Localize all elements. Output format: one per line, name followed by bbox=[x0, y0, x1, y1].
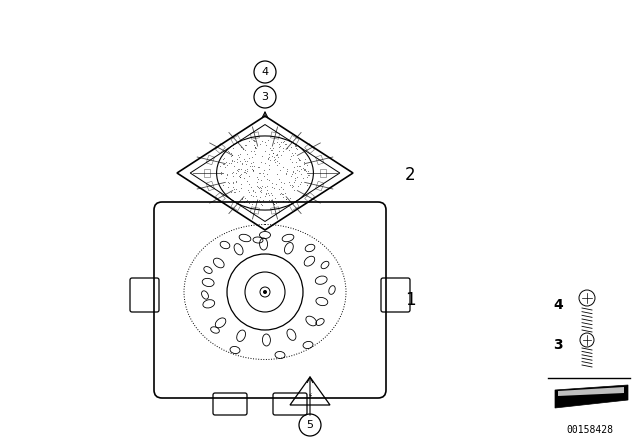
Polygon shape bbox=[555, 385, 628, 408]
Text: 1: 1 bbox=[405, 291, 415, 309]
Text: 3: 3 bbox=[262, 92, 269, 102]
Text: 4: 4 bbox=[553, 298, 563, 312]
Text: ⚡: ⚡ bbox=[308, 393, 312, 399]
Polygon shape bbox=[558, 387, 624, 396]
Text: 2: 2 bbox=[405, 166, 415, 184]
Text: 00158428: 00158428 bbox=[566, 425, 614, 435]
Text: 4: 4 bbox=[261, 67, 269, 77]
Text: 3: 3 bbox=[553, 338, 563, 352]
Text: 5: 5 bbox=[307, 420, 314, 430]
Circle shape bbox=[263, 290, 267, 294]
